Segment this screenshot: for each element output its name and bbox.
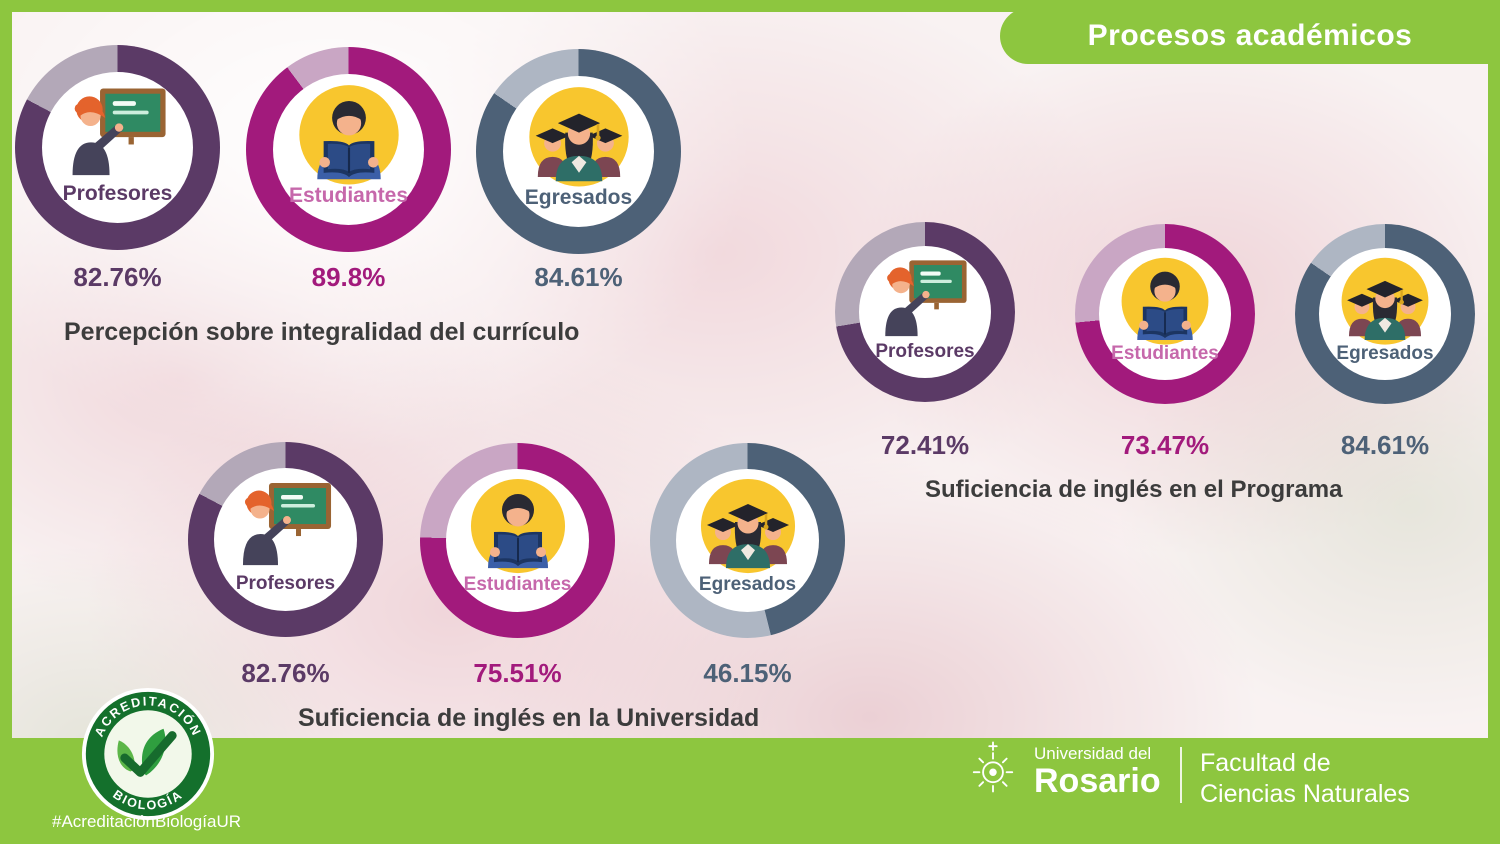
page-title: Procesos académicos	[1087, 19, 1413, 52]
donut-label: Profesores	[875, 341, 975, 363]
graduates-icon	[526, 84, 632, 190]
donut-hole: Profesores	[859, 246, 991, 378]
donut-chart-estudiantes: Estudiantes	[1075, 224, 1255, 404]
donut-hole: Egresados	[676, 469, 819, 612]
donut-label: Estudiantes	[463, 574, 572, 596]
footer-band	[0, 738, 1500, 844]
donut-hole: Egresados	[1319, 248, 1451, 380]
donut-label: Egresados	[524, 186, 633, 210]
donut-label: Profesores	[62, 182, 173, 206]
donut-hole: Estudiantes	[1099, 248, 1231, 380]
percentage-value: 84.61%	[1340, 430, 1430, 460]
percentage-value: 72.41%	[880, 430, 970, 460]
graduates-icon	[697, 476, 797, 576]
teacher-icon	[879, 253, 971, 345]
percentage-value: 82.76%	[73, 262, 162, 292]
group-title: Suficiencia de inglés en la Universidad	[298, 704, 760, 732]
donut-hole: Estudiantes	[446, 469, 589, 612]
donut-chart-egresados: Egresados	[476, 49, 681, 254]
donut-chart-estudiantes: Estudiantes	[246, 47, 451, 252]
donut-hole: Estudiantes	[273, 74, 424, 225]
teacher-icon	[65, 80, 171, 186]
faculty-name: Facultad de Ciencias Naturales	[1200, 748, 1410, 809]
faculty-line2: Ciencias Naturales	[1200, 779, 1410, 808]
university-name-large: Rosario	[1034, 762, 1161, 800]
student-icon	[467, 476, 567, 576]
check-icon	[120, 731, 177, 777]
donut-label: Estudiantes	[1111, 343, 1219, 365]
university-name-small: Universidad del	[1034, 744, 1152, 763]
graduates-icon	[1339, 255, 1431, 347]
accreditation-badge: ACREDITACIÓN BIOLOGÍA	[81, 687, 215, 821]
percentage-value: 84.61%	[534, 262, 623, 292]
donut-label: Profesores	[235, 573, 336, 595]
percentage-value: 73.47%	[1120, 430, 1210, 460]
percentage-value: 75.51%	[473, 658, 562, 688]
teacher-icon	[235, 475, 335, 575]
percentage-value: 82.76%	[241, 658, 330, 688]
donut-chart-estudiantes: Estudiantes	[420, 443, 615, 638]
university-crest-icon	[972, 741, 1014, 793]
header-banner: Procesos académicos	[1000, 8, 1500, 64]
donut-chart-profesores: Profesores	[15, 45, 220, 250]
donut-chart-profesores: Profesores	[835, 222, 1015, 402]
donut-label: Estudiantes	[288, 184, 409, 208]
hashtag-label: #AcreditaciónBiologíaUR	[52, 812, 241, 831]
group-title: Suficiencia de inglés en el Programa	[925, 476, 1343, 503]
faculty-line1: Facultad de	[1200, 749, 1331, 777]
donut-label: Egresados	[1336, 343, 1434, 365]
footer-divider	[1180, 747, 1182, 803]
donut-hole: Egresados	[503, 76, 654, 227]
percentage-value: 89.8%	[311, 262, 386, 292]
donut-chart-egresados: Egresados	[650, 443, 845, 638]
student-icon	[296, 82, 402, 188]
donut-hole: Profesores	[42, 72, 193, 223]
university-name: Universidad del Rosario	[1034, 744, 1161, 800]
donut-hole: Profesores	[214, 468, 357, 611]
student-icon	[1119, 255, 1211, 347]
group-title: Percepción sobre integralidad del curríc…	[64, 318, 580, 346]
donut-label: Egresados	[698, 574, 797, 596]
donut-chart-egresados: Egresados	[1295, 224, 1475, 404]
percentage-value: 46.15%	[703, 658, 792, 688]
donut-chart-profesores: Profesores	[188, 442, 383, 637]
